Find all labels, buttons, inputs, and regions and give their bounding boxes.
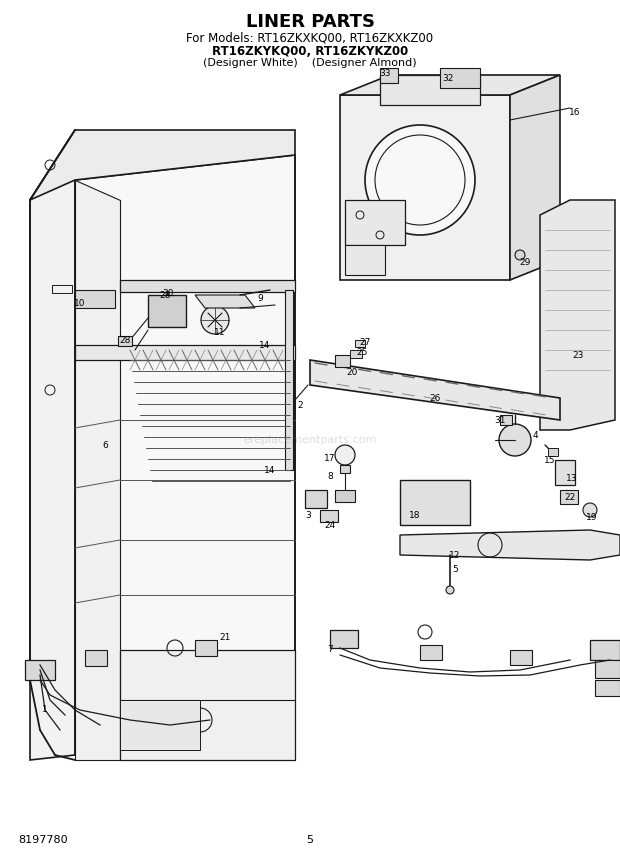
Circle shape [499, 424, 531, 456]
Bar [340, 465, 350, 473]
Polygon shape [510, 75, 560, 280]
Text: 24: 24 [324, 520, 335, 530]
Polygon shape [310, 360, 560, 420]
Bar [560, 490, 578, 504]
Bar [85, 650, 107, 666]
Bar [330, 630, 358, 648]
Text: 19: 19 [587, 514, 598, 522]
Text: ereplacementparts.com: ereplacementparts.com [243, 435, 377, 445]
Bar [380, 68, 398, 83]
Circle shape [515, 250, 525, 260]
Bar [25, 660, 55, 680]
Text: 18: 18 [409, 510, 421, 520]
Text: 2: 2 [297, 401, 303, 409]
Polygon shape [75, 345, 295, 360]
Text: 22: 22 [564, 492, 575, 502]
Text: 20: 20 [347, 367, 358, 377]
Bar [120, 280, 295, 292]
Bar [335, 490, 355, 502]
Text: 8197780: 8197780 [18, 835, 68, 845]
Circle shape [201, 306, 229, 334]
Text: 8: 8 [327, 472, 333, 480]
Text: 25: 25 [356, 348, 368, 356]
Bar [500, 415, 512, 425]
Text: 32: 32 [442, 74, 454, 82]
Text: 21: 21 [219, 633, 231, 643]
Bar [548, 448, 558, 456]
Text: 10: 10 [74, 299, 86, 307]
Circle shape [446, 586, 454, 594]
Polygon shape [340, 95, 510, 280]
Circle shape [583, 503, 597, 517]
Text: 9: 9 [257, 294, 263, 302]
Text: 33: 33 [379, 68, 391, 78]
Text: 27: 27 [360, 337, 371, 347]
Text: 12: 12 [450, 550, 461, 560]
Text: 16: 16 [569, 108, 581, 116]
Text: 28: 28 [119, 336, 131, 344]
Bar [595, 660, 620, 678]
Polygon shape [400, 530, 620, 560]
Text: 5: 5 [452, 566, 458, 574]
Bar [355, 340, 365, 347]
Text: 3: 3 [305, 510, 311, 520]
Bar [52, 285, 72, 293]
Text: 23: 23 [572, 350, 583, 360]
Bar [440, 68, 480, 88]
Bar [118, 336, 132, 346]
Polygon shape [540, 200, 615, 430]
Bar [590, 640, 620, 660]
Polygon shape [75, 180, 120, 760]
Bar [555, 460, 575, 485]
Polygon shape [30, 130, 75, 760]
Text: 6: 6 [102, 441, 108, 449]
Circle shape [335, 445, 355, 465]
Text: (Designer White)    (Designer Almond): (Designer White) (Designer Almond) [203, 58, 417, 68]
Text: 13: 13 [566, 473, 578, 483]
Bar [120, 700, 200, 750]
Text: 28: 28 [159, 290, 170, 300]
Ellipse shape [422, 496, 448, 514]
Polygon shape [120, 650, 295, 760]
Text: 14: 14 [259, 341, 271, 349]
Bar [345, 200, 405, 245]
Bar [75, 290, 115, 308]
Polygon shape [75, 155, 295, 755]
Text: 30: 30 [162, 288, 174, 298]
Bar [305, 490, 327, 508]
Polygon shape [340, 75, 560, 95]
Text: RT16ZKYKQ00, RT16ZKYKZ00: RT16ZKYKQ00, RT16ZKYKZ00 [212, 45, 408, 57]
Text: 26: 26 [429, 394, 441, 402]
Bar [285, 290, 293, 470]
Text: 15: 15 [544, 455, 556, 465]
Bar [345, 245, 385, 275]
Text: 29: 29 [520, 258, 531, 266]
Bar [350, 350, 362, 358]
Text: 31: 31 [494, 415, 506, 425]
Bar [380, 75, 480, 105]
Bar [510, 650, 532, 665]
Text: LINER PARTS: LINER PARTS [246, 13, 374, 31]
Bar [400, 480, 470, 525]
Text: 4: 4 [532, 431, 538, 439]
Text: 5: 5 [306, 835, 314, 845]
Bar [595, 680, 620, 696]
Text: 1: 1 [42, 705, 48, 715]
Text: For Models: RT16ZKXKQ00, RT16ZKXKZ00: For Models: RT16ZKXKQ00, RT16ZKXKZ00 [187, 32, 433, 45]
Text: 17: 17 [324, 454, 336, 462]
Bar [320, 510, 338, 522]
Bar [335, 355, 350, 367]
Bar [195, 640, 217, 656]
Text: 14: 14 [264, 466, 276, 474]
Circle shape [365, 125, 475, 235]
Bar [148, 295, 186, 327]
Text: 11: 11 [215, 328, 226, 336]
Polygon shape [30, 130, 295, 200]
Text: 7: 7 [327, 645, 333, 655]
Bar [420, 645, 442, 660]
Polygon shape [195, 295, 255, 308]
